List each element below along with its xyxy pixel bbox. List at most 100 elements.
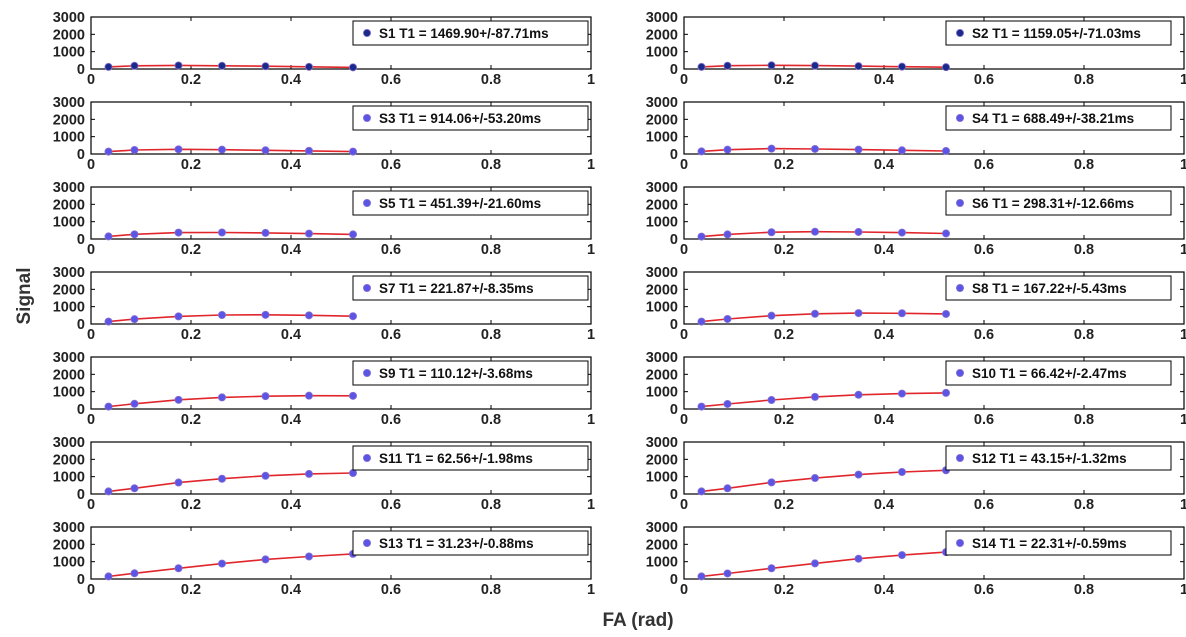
data-point [130,399,139,408]
data-point [697,317,706,326]
data-point [104,232,113,241]
y-tick-label: 1000 [53,385,85,401]
y-tick-label: 1000 [53,470,85,486]
x-tick-label: 0.6 [974,157,994,173]
data-point [898,146,907,155]
legend-marker [362,114,371,123]
x-tick-label: 0 [680,72,688,88]
y-tick-label: 3000 [53,435,85,451]
data-point [723,61,732,70]
legend-label: S13 T1 = 31.23+/-0.88ms [379,536,534,551]
data-point [767,478,776,487]
x-tick-label: 0.4 [281,72,301,88]
y-tick-label: 1000 [646,215,678,231]
y-tick-label: 0 [670,402,678,418]
x-tick-label: 0 [680,412,688,428]
y-tick-label: 2000 [53,537,85,553]
data-point [767,564,776,573]
y-tick-label: 3000 [53,95,85,111]
data-point [942,229,951,238]
x-tick-label: 1 [1180,412,1186,428]
y-tick-label: 0 [670,232,678,248]
x-tick-label: 1 [1180,582,1186,598]
x-tick-label: 0.2 [774,242,794,258]
x-tick-label: 0.4 [874,327,894,343]
legend-box [945,20,1172,46]
data-point [854,390,863,399]
y-tick-label: 2000 [53,197,85,213]
legend-box [945,105,1172,131]
y-tick-label: 3000 [646,435,678,451]
legend-marker [956,368,965,377]
x-tick-label: 0.2 [774,412,794,428]
legend-box [352,530,589,556]
data-point [811,474,820,483]
y-tick-label: 3000 [646,95,678,111]
x-axis-label: FA (rad) [602,610,673,631]
data-point [304,229,313,238]
data-point [767,311,776,320]
x-tick-label: 0.4 [874,157,894,173]
legend-marker [956,198,965,207]
x-tick-label: 0.2 [181,72,201,88]
y-tick-label: 3000 [646,350,678,366]
data-point [217,145,226,154]
y-tick-label: 1000 [646,385,678,401]
x-tick-label: 0.6 [381,242,401,258]
legend-marker [362,198,371,207]
data-point [898,467,907,476]
y-tick-label: 1000 [53,130,85,146]
data-point [130,230,139,239]
x-tick-label: 0 [680,157,688,173]
data-point [104,402,113,411]
data-point [898,389,907,398]
x-tick-label: 0.8 [1074,72,1094,88]
data-point [348,63,357,72]
data-point [304,552,313,561]
data-point [811,61,820,70]
data-point [767,228,776,237]
data-point [854,62,863,71]
data-point [174,228,183,237]
y-tick-label: 3000 [646,10,678,26]
data-point [104,147,113,156]
data-point [104,487,113,496]
legend-box [352,275,589,301]
y-tick-label: 0 [77,62,85,78]
x-tick-label: 0.4 [281,582,301,598]
legend-marker [362,453,371,462]
x-tick-label: 0.6 [381,582,401,598]
data-point [854,470,863,479]
x-tick-label: 0.2 [774,157,794,173]
data-point [348,147,357,156]
legend-label: S5 T1 = 451.39+/-21.60ms [379,196,541,211]
data-point [104,62,113,71]
data-point [348,312,357,321]
legend-label: S2 T1 = 1159.05+/-71.03ms [972,26,1141,41]
x-tick-label: 0.2 [774,327,794,343]
legend-marker [956,114,965,123]
data-point [304,391,313,400]
x-tick-label: 0 [87,157,95,173]
legend-marker [362,368,371,377]
x-tick-label: 0 [87,412,95,428]
data-point [348,391,357,400]
y-tick-label: 2000 [646,452,678,468]
x-tick-label: 1 [587,157,595,173]
x-tick-label: 0.8 [481,157,501,173]
x-tick-label: 0.8 [481,72,501,88]
data-point [898,62,907,71]
data-point [697,232,706,241]
y-tick-label: 2000 [53,367,85,383]
y-tick-label: 0 [77,232,85,248]
legend-marker [362,283,371,292]
x-tick-label: 1 [587,72,595,88]
x-tick-label: 0 [87,242,95,258]
